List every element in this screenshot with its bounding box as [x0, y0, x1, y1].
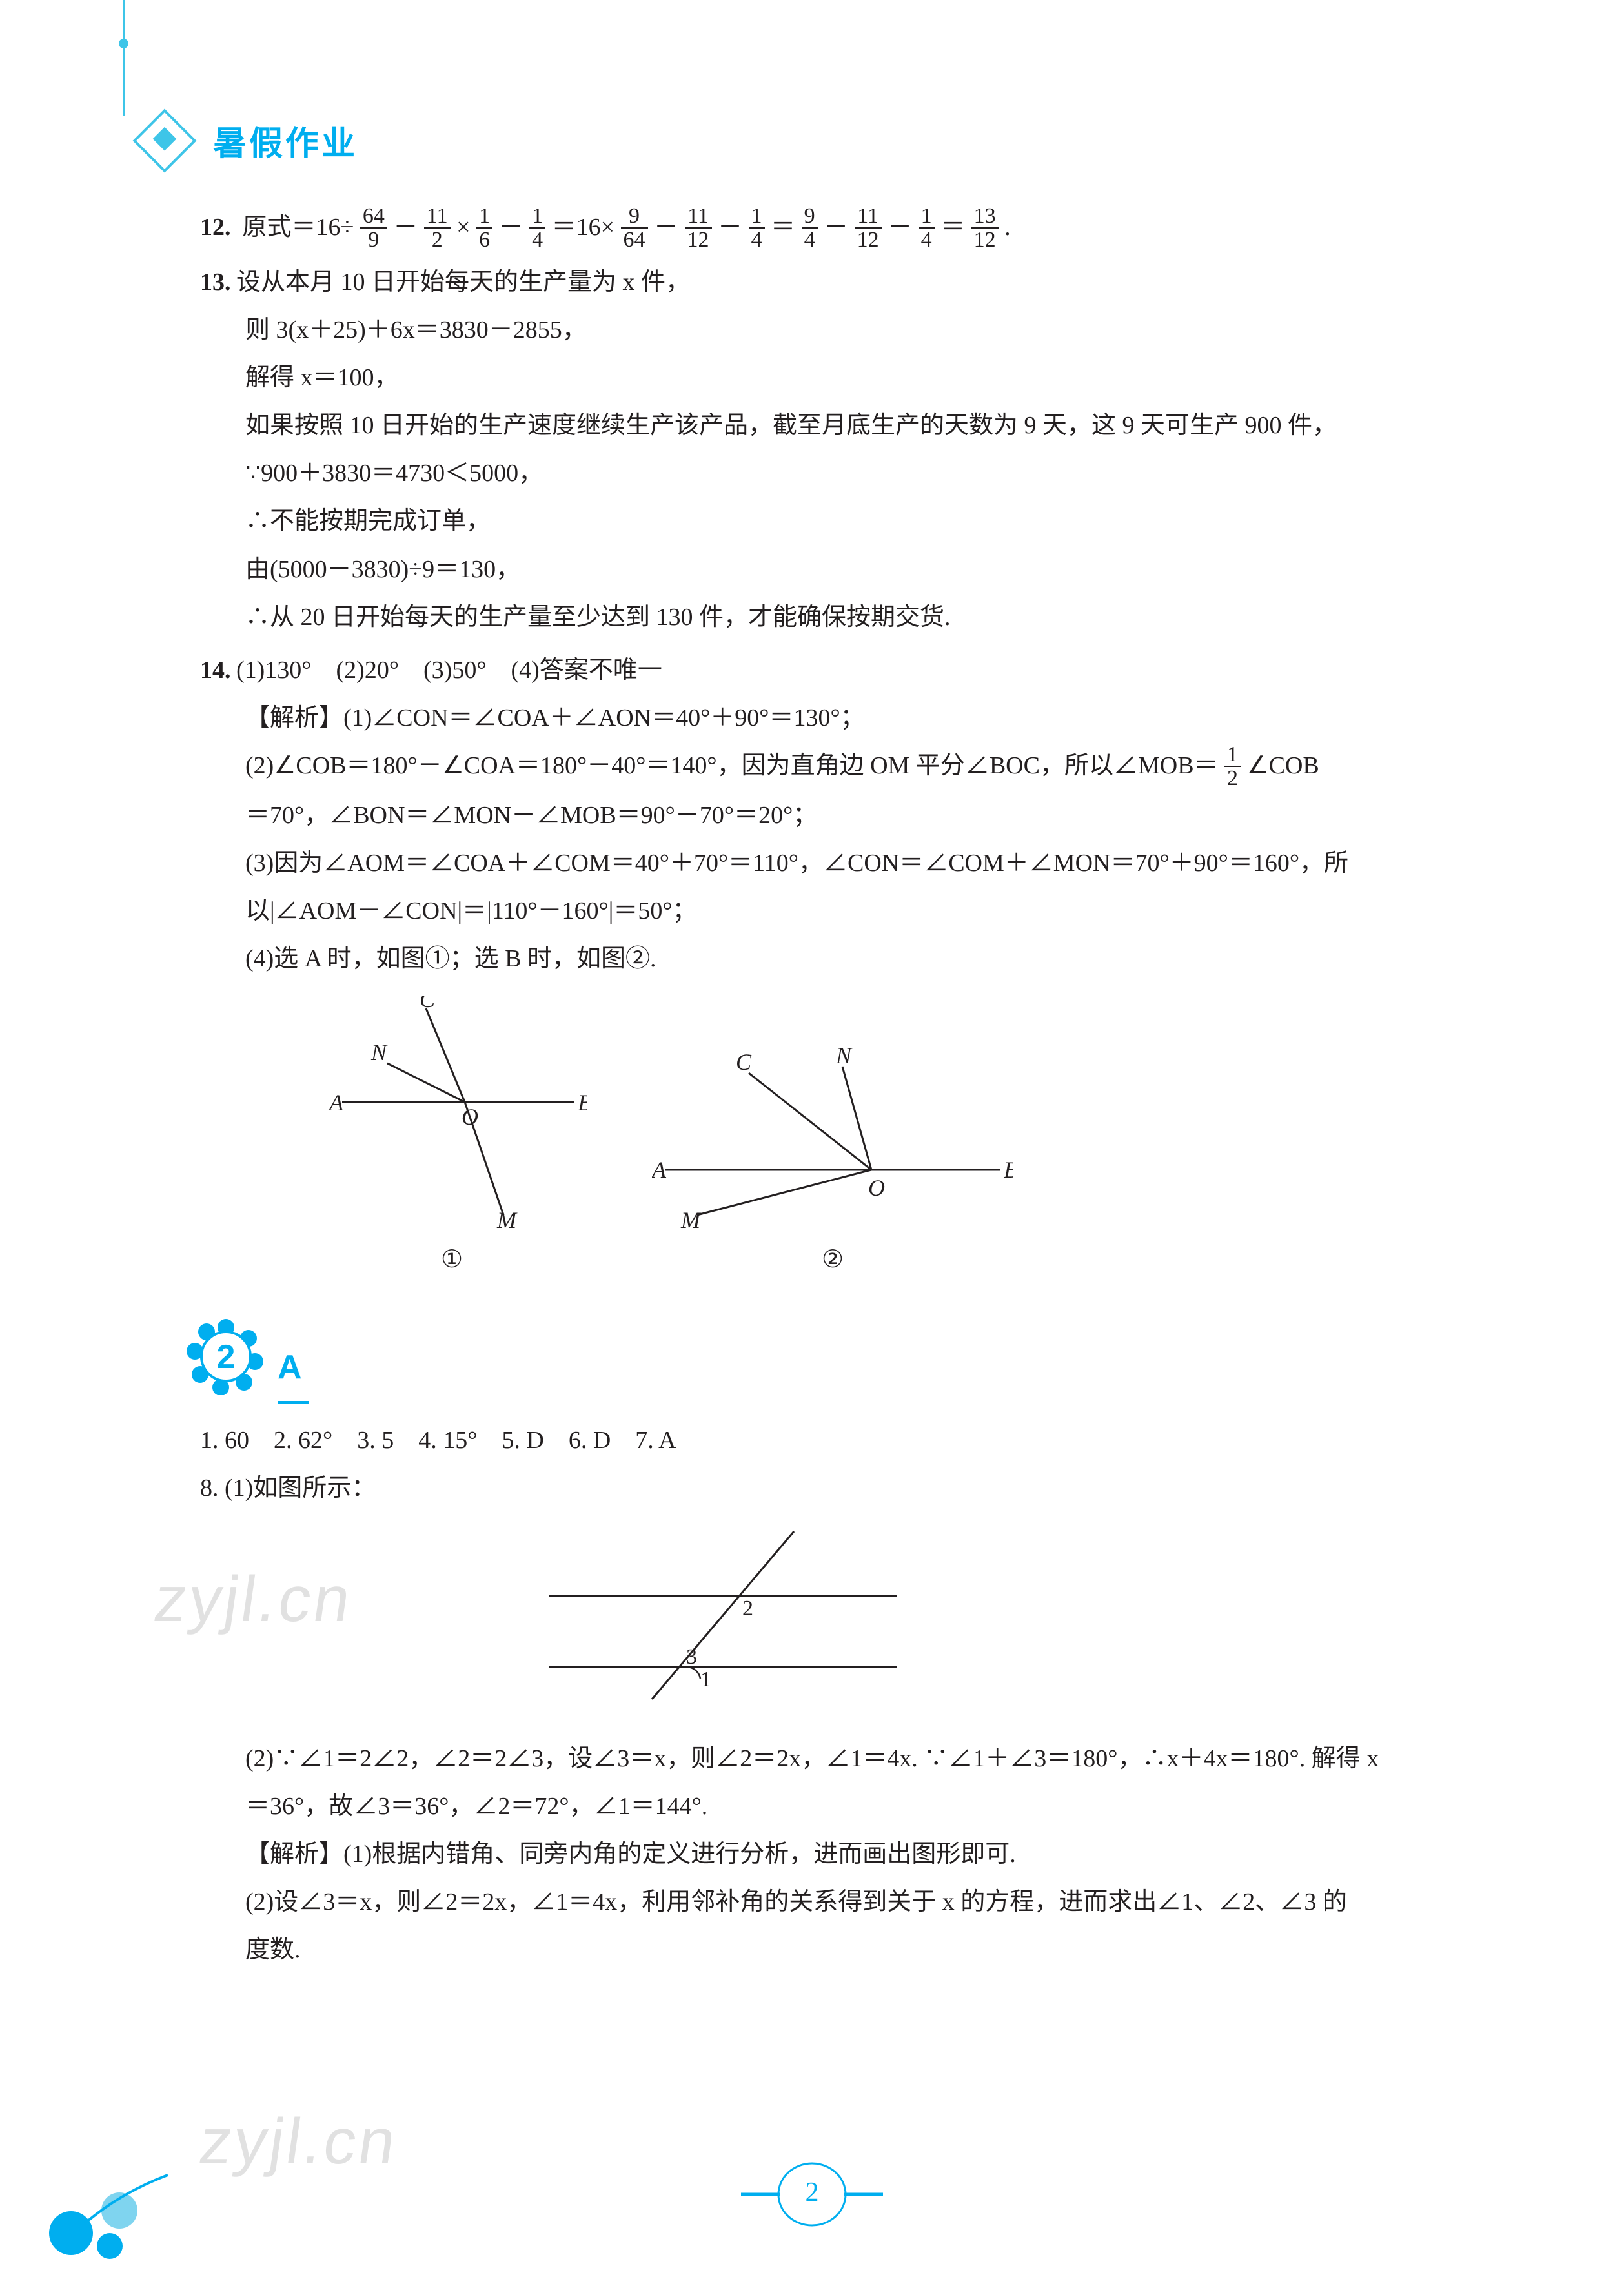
section-letter: A [278, 1335, 309, 1403]
diagram-2: A B O C N M ② [652, 1034, 1013, 1283]
p12-prefix: 原式＝16÷ [243, 214, 354, 241]
diagram-1: A B O C N M ① [316, 996, 587, 1283]
problem-number: 12. [200, 203, 236, 251]
label-B: B [578, 1090, 587, 1116]
label-O: O [868, 1175, 885, 1201]
fraction: 1312 [971, 205, 999, 252]
p14-a2c: ＝70°，∠BON＝∠MON－∠MOB＝90°－70°＝20°； [200, 792, 1443, 839]
p14-a3: (3)因为∠AOM＝∠COA＋∠COM＝40°＋70°＝110°，∠CON＝∠C… [200, 839, 1443, 887]
problem-12: 12. 原式＝16÷ 649 － 112 × 16 － 14 ＝16× 964 … [200, 203, 1443, 253]
label-M: M [680, 1207, 702, 1228]
p13-l4: 如果按照 10 日开始的生产速度继续生产该产品，截至月底生产的天数为 9 天，这… [200, 402, 1443, 449]
label-A: A [328, 1090, 344, 1116]
content: 12. 原式＝16÷ 649 － 112 × 16 － 14 ＝16× 964 … [200, 203, 1443, 1974]
fraction: 14 [529, 205, 545, 252]
diagram-2-caption: ② [652, 1236, 1013, 1283]
header: 暑假作业 [200, 116, 1443, 165]
p14-a1: 【解析】(1)∠CON＝∠COA＋∠AON＝40°＋90°＝130°； [200, 694, 1443, 742]
label-N: N [370, 1039, 388, 1065]
header-dot [119, 39, 128, 48]
fraction: 14 [749, 205, 765, 252]
label-N: N [835, 1043, 853, 1068]
diagram-2-svg: A B O C N M [652, 1034, 1013, 1228]
p14-head: (1)130° (2)20° (3)50° (4)答案不唯一 [236, 657, 662, 684]
angle-2: 2 [742, 1597, 753, 1620]
problem-number: 14. [200, 646, 236, 694]
diagram-row: A B O C N M ① [316, 996, 1443, 1283]
label-A: A [652, 1157, 667, 1183]
watermark-2: zyjl.cn [195, 2105, 403, 2179]
fraction: 649 [360, 205, 387, 252]
p8-2-l5: 度数. [200, 1926, 1443, 1974]
fraction: 12 [1224, 743, 1241, 790]
header-vertical-line [123, 0, 125, 116]
fraction: 112 [424, 205, 451, 252]
fraction: 1112 [855, 205, 882, 252]
page-title: 暑假作业 [213, 116, 358, 165]
page-number-badge: 2 [741, 2159, 883, 2230]
p13-l6: ∴不能按期完成订单， [200, 497, 1443, 545]
p13-l5: ∵900＋3830＝4730＜5000， [200, 449, 1443, 497]
section-number: 2 [217, 1338, 236, 1376]
answers-line-1: 1. 60 2. 62° 3. 5 4. 15° 5. D 6. D 7. A [200, 1416, 1443, 1464]
label-C: C [736, 1049, 752, 1075]
diamond-inner-icon [153, 127, 177, 150]
label-B: B [1004, 1157, 1013, 1183]
p13-l2: 则 3(x＋25)＋6x＝3830－2855， [200, 306, 1443, 354]
p14-a3b: 以|∠AOM－∠CON|＝|110°－160°|＝50°； [200, 887, 1443, 935]
p8-2-l2: ＝36°，故∠3＝36°，∠2＝72°，∠1＝144°. [200, 1782, 1443, 1830]
problem-13: 13.设从本月 10 日开始每天的生产量为 x 件， 则 3(x＋25)＋6x＝… [200, 258, 1443, 641]
fraction: 1112 [685, 205, 712, 252]
diagram-1-caption: ① [316, 1236, 587, 1283]
fraction: 94 [802, 205, 818, 252]
p12-text: 原式＝16÷ 649 － 112 × 16 － 14 ＝16× 964 － 11… [243, 214, 1011, 241]
problem-14: 14.(1)130° (2)20° (3)50° (4)答案不唯一 【解析】(1… [200, 646, 1443, 983]
p13-l1: 设从本月 10 日开始每天的生产量为 x 件， [236, 269, 690, 296]
fraction: 14 [919, 205, 935, 252]
diamond-icon [133, 108, 197, 172]
p8-2-l3: 【解析】(1)根据内错角、同旁内角的定义进行分析，进而画出图形即可. [200, 1830, 1443, 1878]
p13-l7: 由(5000－3830)÷9＝130， [200, 546, 1443, 593]
fraction: 964 [621, 205, 648, 252]
fraction: 16 [476, 205, 492, 252]
lines-svg: 2 3 1 [523, 1525, 923, 1706]
section-2-header: 2 A [187, 1309, 1443, 1403]
problem-number: 13. [200, 258, 236, 306]
p13-l3: 解得 x＝100， [200, 354, 1443, 402]
problem-8: 8. (1)如图所示： [200, 1464, 1443, 1512]
label-M: M [496, 1207, 518, 1228]
parallel-lines-diagram: 2 3 1 [523, 1525, 1443, 1722]
p14-a4: (4)选 A 时，如图①；选 B 时，如图②. [200, 935, 1443, 983]
p13-l8: ∴从 20 日开始每天的生产量至少达到 130 件，才能确保按期交货. [200, 593, 1443, 641]
angle-1: 1 [700, 1668, 711, 1691]
p8-2-l4: (2)设∠3＝x，则∠2＝2x，∠1＝4x，利用邻补角的关系得到关于 x 的方程… [200, 1878, 1443, 1926]
p8-2-l1: (2)∵∠1＝2∠2，∠2＝2∠3，设∠3＝x，则∠2＝2x，∠1＝4x. ∵∠… [200, 1735, 1443, 1782]
p14-a2: (2)∠COB＝180°－∠COA＝180°－40°＝140°，因为直角边 OM… [200, 742, 1443, 792]
angle-3: 3 [686, 1645, 697, 1669]
label-C: C [420, 996, 436, 1012]
page: 暑假作业 12. 原式＝16÷ 649 － 112 × 16 － 14 ＝16×… [0, 0, 1624, 2288]
corner-dots-icon [39, 2156, 181, 2262]
label-O: O [462, 1104, 478, 1130]
page-number: 2 [741, 2177, 883, 2208]
diagram-1-svg: A B O C N M [316, 996, 587, 1228]
flower-badge-icon: 2 [187, 1318, 265, 1395]
